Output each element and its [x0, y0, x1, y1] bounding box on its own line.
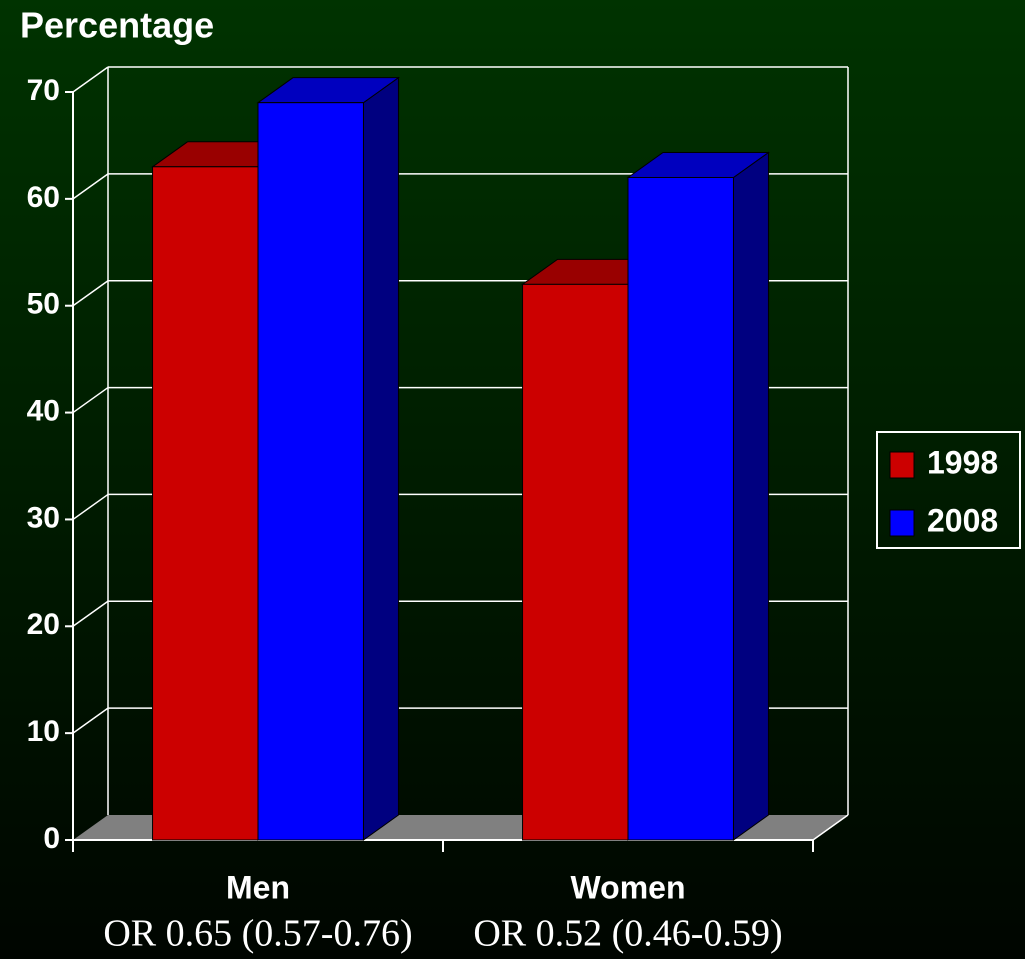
grid-line	[72, 173, 109, 200]
bar-side	[362, 76, 399, 841]
y-tick-label: 70	[27, 74, 60, 107]
bar	[257, 102, 364, 841]
y-tick-label: 20	[27, 608, 60, 641]
y-tick-label: 60	[27, 181, 60, 214]
annotation: OR 0.52 (0.46-0.59)	[473, 913, 782, 955]
legend	[876, 431, 1021, 549]
floor-edge	[812, 814, 849, 841]
annotation: OR 0.65 (0.57-0.76)	[103, 913, 412, 955]
bar-side	[732, 151, 769, 841]
legend-swatch	[889, 451, 915, 479]
bar	[152, 166, 259, 841]
grid-line	[72, 280, 109, 307]
y-tick-label: 0	[43, 822, 60, 855]
grid-line	[72, 66, 109, 93]
x-tick-label: Women	[571, 869, 686, 905]
y-tick-label: 40	[27, 394, 60, 427]
grid-line	[72, 386, 109, 414]
y-tick-label: 10	[27, 715, 60, 748]
legend-swatch	[889, 509, 915, 537]
bar	[522, 283, 629, 841]
grid-line	[72, 707, 109, 734]
legend-label: 2008	[927, 502, 998, 538]
y-tick-label: 30	[27, 501, 60, 534]
x-tick-label: Men	[226, 869, 290, 905]
grid-line	[72, 493, 109, 521]
y-tick-label: 50	[27, 288, 60, 321]
bar	[627, 176, 734, 841]
chart-title: Percentage	[20, 5, 214, 46]
legend-label: 1998	[927, 444, 998, 480]
grid-line	[72, 600, 109, 627]
